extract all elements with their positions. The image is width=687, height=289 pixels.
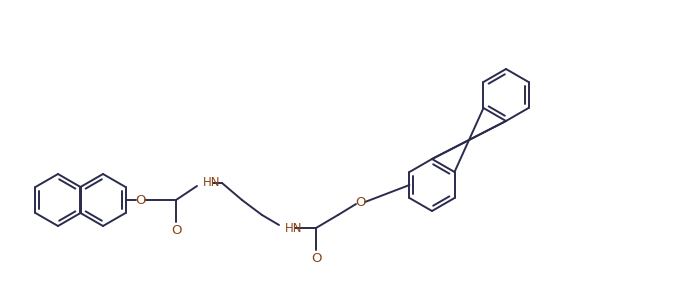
Text: HN: HN [285, 223, 302, 236]
Text: O: O [171, 225, 181, 238]
Text: O: O [135, 194, 145, 207]
Text: HN: HN [203, 175, 221, 188]
Text: O: O [354, 195, 365, 208]
Text: O: O [311, 253, 322, 266]
